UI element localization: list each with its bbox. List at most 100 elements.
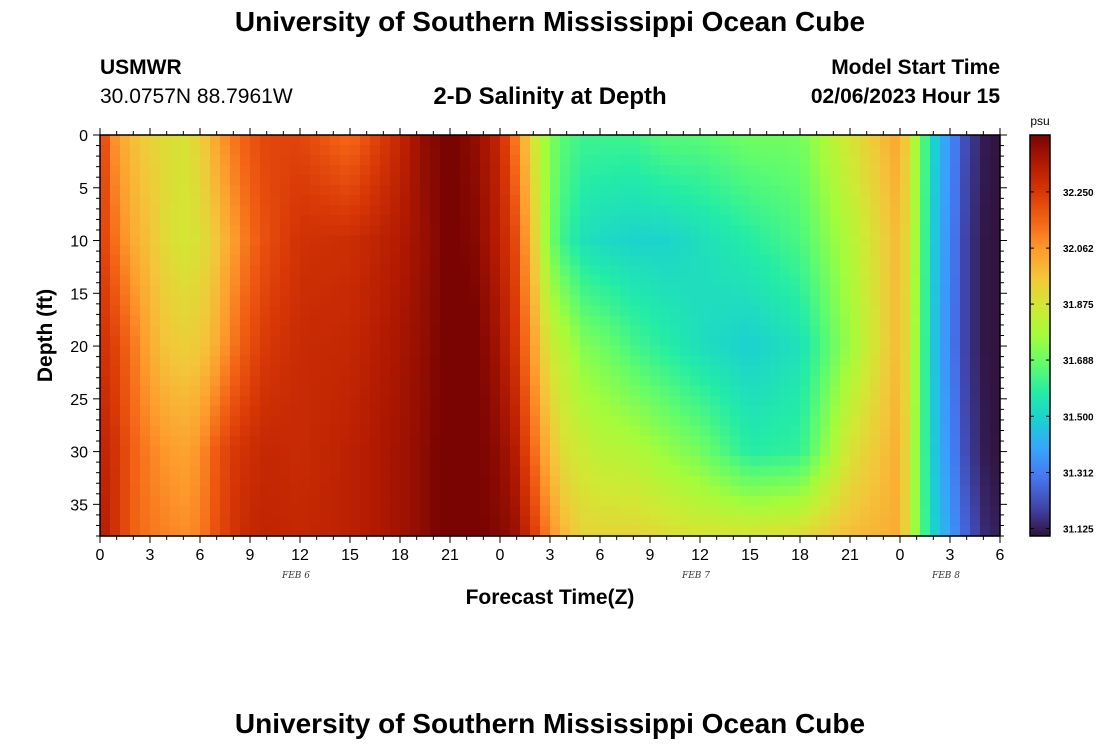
heatmap-cell [500, 335, 511, 347]
heatmap-cell [340, 335, 351, 347]
heatmap-cell [290, 285, 301, 297]
heatmap-cell [190, 195, 201, 206]
heatmap-cell [970, 215, 981, 226]
heatmap-cell [680, 435, 691, 447]
heatmap-cell [810, 275, 821, 286]
heatmap-cell [210, 475, 221, 487]
heatmap-cell [500, 505, 511, 517]
heatmap-cell [810, 495, 821, 507]
heatmap-cell [370, 235, 381, 246]
heatmap-cell [280, 335, 291, 347]
heatmap-cell [510, 165, 521, 176]
heatmap-cell [750, 135, 761, 146]
heatmap-cell [140, 435, 151, 447]
heatmap-cell [500, 475, 511, 487]
heatmap-cell [720, 445, 731, 457]
heatmap-cell [540, 525, 551, 537]
heatmap-cell [560, 205, 571, 216]
heatmap-cell [560, 285, 571, 297]
heatmap-cell [820, 475, 831, 487]
heatmap-cell [880, 395, 891, 407]
heatmap-cell [240, 385, 251, 397]
heatmap-cell [250, 515, 261, 527]
heatmap-cell [860, 305, 871, 317]
heatmap-cell [300, 425, 311, 437]
heatmap-cell [440, 375, 451, 387]
heatmap-cell [460, 435, 471, 447]
heatmap-cell [130, 495, 141, 507]
heatmap-cell [150, 375, 161, 387]
heatmap-cell [260, 445, 271, 457]
heatmap-cell [380, 155, 391, 166]
heatmap-cell [520, 515, 531, 527]
heatmap-cell [510, 225, 521, 236]
heatmap-cell [150, 185, 161, 196]
heatmap-cell [800, 165, 811, 176]
heatmap-cell [740, 475, 751, 487]
heatmap-cell [770, 485, 781, 497]
heatmap-cell [860, 145, 871, 156]
heatmap-cell [300, 295, 311, 307]
heatmap-cell [790, 175, 801, 186]
heatmap-cell [380, 235, 391, 246]
heatmap-cell [670, 255, 681, 266]
heatmap-cell [880, 435, 891, 447]
x-tick-label: 15 [341, 547, 359, 564]
heatmap-cell [500, 185, 511, 196]
heatmap-cell [160, 385, 171, 397]
heatmap-cell [380, 465, 391, 477]
heatmap-cell [170, 235, 181, 246]
heatmap-cell [610, 405, 621, 417]
heatmap-cell [850, 415, 861, 427]
heatmap-cell [560, 345, 571, 357]
heatmap-cell [870, 225, 881, 236]
heatmap-cell [190, 135, 201, 146]
heatmap-cell [580, 185, 591, 196]
heatmap-cell [320, 495, 331, 507]
heatmap-cell [320, 385, 331, 397]
heatmap-cell [840, 215, 851, 226]
heatmap-cell [220, 405, 231, 417]
heatmap-cell [690, 275, 701, 286]
heatmap-cell [690, 285, 701, 297]
heatmap-cell [450, 145, 461, 156]
heatmap-cell [640, 295, 651, 307]
heatmap-cell [730, 275, 741, 286]
heatmap-cell [200, 525, 211, 537]
heatmap-cell [320, 245, 331, 256]
heatmap-cell [960, 325, 971, 337]
heatmap-cell [690, 225, 701, 236]
heatmap-cell [580, 415, 591, 427]
heatmap-cell [380, 355, 391, 367]
heatmap-cell [900, 225, 911, 236]
heatmap-cell [890, 155, 901, 166]
heatmap-cell [440, 155, 451, 166]
heatmap-cell [150, 135, 161, 146]
heatmap-cell [800, 425, 811, 437]
heatmap-cell [920, 465, 931, 477]
heatmap-cell [610, 135, 621, 146]
heatmap-cell [740, 445, 751, 457]
heatmap-cell [440, 405, 451, 417]
heatmap-cell [710, 385, 721, 397]
heatmap-cell [470, 295, 481, 307]
colorbar-tick-label: 32.062 [1063, 244, 1094, 255]
heatmap-cell [230, 265, 241, 276]
heatmap-cell [470, 305, 481, 317]
heatmap-cell [600, 395, 611, 407]
heatmap-cell [520, 505, 531, 517]
heatmap-cell [470, 405, 481, 417]
heatmap-cell [450, 525, 461, 537]
heatmap-cell [350, 445, 361, 457]
heatmap-cell [830, 195, 841, 206]
heatmap-cell [800, 515, 811, 527]
heatmap-cell [140, 315, 151, 327]
heatmap-cell [820, 345, 831, 357]
x-tick-label: 9 [246, 547, 255, 564]
heatmap-cell [680, 505, 691, 517]
heatmap-cell [930, 315, 941, 327]
heatmap-cell [190, 415, 201, 427]
heatmap-cell [110, 275, 121, 286]
heatmap-cell [900, 285, 911, 297]
heatmap-cell [490, 135, 501, 146]
